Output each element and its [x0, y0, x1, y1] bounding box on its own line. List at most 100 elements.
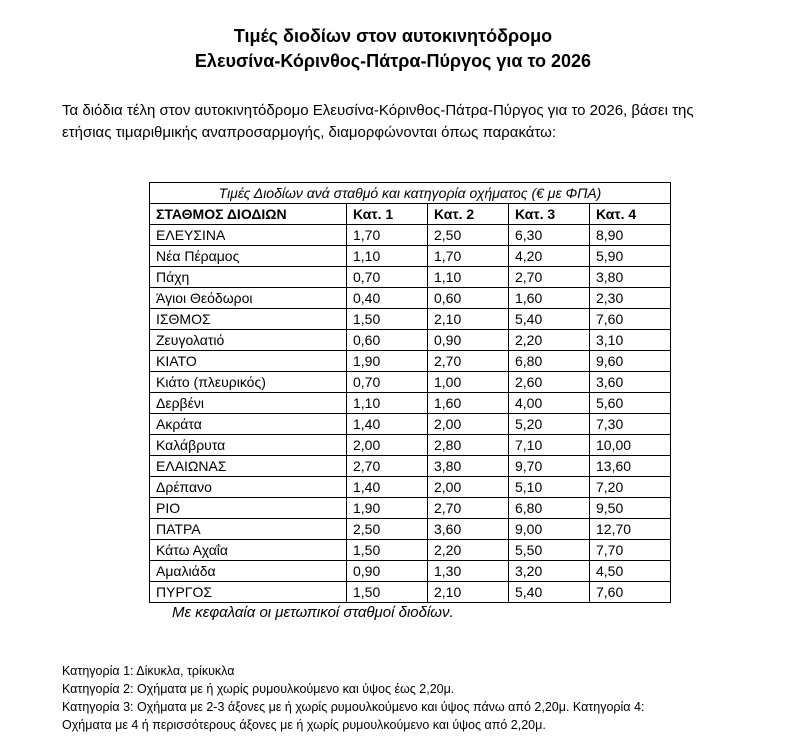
price-cell: 5,90: [589, 245, 671, 267]
footnote-line: Οχήματα με 4 ή περισσότερους άξονες με ή…: [62, 718, 546, 732]
price-cell: 0,60: [346, 329, 428, 351]
price-cell: 1,50: [346, 308, 428, 330]
header-cat4: Κατ. 4: [589, 203, 671, 225]
price-cell: 5,20: [508, 413, 590, 435]
price-cell: 2,20: [427, 539, 509, 561]
price-cell: 4,20: [508, 245, 590, 267]
footnote-line: Κατηγορία 2: Οχήματα με ή χωρίς ρυμουλκο…: [62, 682, 455, 696]
price-cell: 0,70: [346, 266, 428, 288]
station-name-cell: ΠΥΡΓΟΣ: [149, 581, 347, 603]
table-row: Κάτω Αχαΐα 1,50 2,20 5,50 7,70: [149, 539, 671, 561]
header-cat2: Κατ. 2: [427, 203, 509, 225]
intro-line-2: ετήσιας τιμαριθμικής αναπροσαρμογής, δια…: [62, 124, 557, 141]
price-cell: 10,00: [589, 434, 671, 456]
table-row: Πάχη 0,70 1,10 2,70 3,80: [149, 266, 671, 288]
station-name-cell: Κιάτο (πλευρικός): [149, 371, 347, 393]
station-name-cell: Αμαλιάδα: [149, 560, 347, 582]
price-cell: 2,80: [427, 434, 509, 456]
price-cell: 1,10: [346, 392, 428, 414]
price-cell: 7,60: [589, 581, 671, 603]
price-cell: 4,00: [508, 392, 590, 414]
toll-prices-table: Τιμές Διοδίων ανά σταθμό και κατηγορία ο…: [149, 182, 671, 603]
price-cell: 2,70: [346, 455, 428, 477]
price-cell: 2,70: [427, 350, 509, 372]
price-cell: 9,50: [589, 497, 671, 519]
price-cell: 2,50: [346, 518, 428, 540]
station-name-cell: ΠΑΤΡΑ: [149, 518, 347, 540]
table-row: ΠΥΡΓΟΣ 1,50 2,10 5,40 7,60: [149, 581, 671, 603]
table-caption: Τιμές Διοδίων ανά σταθμό και κατηγορία ο…: [149, 182, 671, 204]
price-cell: 2,20: [508, 329, 590, 351]
price-cell: 2,10: [427, 581, 509, 603]
station-name-cell: Κάτω Αχαΐα: [149, 539, 347, 561]
table-row: ΕΛΕΥΣΙΝΑ 1,70 2,50 6,30 8,90: [149, 224, 671, 246]
price-cell: 12,70: [589, 518, 671, 540]
price-cell: 3,80: [589, 266, 671, 288]
price-cell: 2,70: [508, 266, 590, 288]
table-row: Δρέπανο 1,40 2,00 5,10 7,20: [149, 476, 671, 498]
price-cell: 2,30: [589, 287, 671, 309]
station-name-cell: Πάχη: [149, 266, 347, 288]
table-row: Νέα Πέραμος 1,10 1,70 4,20 5,90: [149, 245, 671, 267]
price-cell: 3,20: [508, 560, 590, 582]
price-cell: 0,90: [427, 329, 509, 351]
price-cell: 7,70: [589, 539, 671, 561]
footnote-line: Κατηγορία 3: Οχήματα με 2-3 άξονες με ή …: [62, 700, 645, 714]
table-row: Ζευγολατιό 0,60 0,90 2,20 3,10: [149, 329, 671, 351]
price-cell: 9,70: [508, 455, 590, 477]
price-cell: 2,00: [346, 434, 428, 456]
price-cell: 2,50: [427, 224, 509, 246]
station-name-cell: Καλάβρυτα: [149, 434, 347, 456]
price-cell: 1,70: [427, 245, 509, 267]
price-cell: 1,60: [427, 392, 509, 414]
price-cell: 7,20: [589, 476, 671, 498]
price-cell: 3,10: [589, 329, 671, 351]
station-name-cell: ΡΙΟ: [149, 497, 347, 519]
price-cell: 5,60: [589, 392, 671, 414]
title-line-2: Ελευσίνα-Κόρινθος-Πάτρα-Πύργος για το 20…: [194, 51, 592, 71]
station-name-cell: Δερβένι: [149, 392, 347, 414]
price-cell: 2,60: [508, 371, 590, 393]
price-cell: 6,80: [508, 350, 590, 372]
price-cell: 1,10: [346, 245, 428, 267]
price-cell: 13,60: [589, 455, 671, 477]
price-cell: 1,10: [427, 266, 509, 288]
category-footnotes: Κατηγορία 1: Δίκυκλα, τρίκυκλα Κατηγορία…: [62, 662, 644, 734]
price-cell: 9,00: [508, 518, 590, 540]
station-name-cell: Ακράτα: [149, 413, 347, 435]
price-cell: 1,60: [508, 287, 590, 309]
table-row: Άγιοι Θεόδωροι 0,40 0,60 1,60 2,30: [149, 287, 671, 309]
header-cat1: Κατ. 1: [346, 203, 428, 225]
price-cell: 1,40: [346, 476, 428, 498]
station-name-cell: ΕΛΕΥΣΙΝΑ: [149, 224, 347, 246]
table-row: Κιάτο (πλευρικός) 0,70 1,00 2,60 3,60: [149, 371, 671, 393]
table-row: ΙΣΘΜΟΣ 1,50 2,10 5,40 7,60: [149, 308, 671, 330]
table-row: Καλάβρυτα 2,00 2,80 7,10 10,00: [149, 434, 671, 456]
price-cell: 7,30: [589, 413, 671, 435]
table-row: Δερβένι 1,10 1,60 4,00 5,60: [149, 392, 671, 414]
price-cell: 1,00: [427, 371, 509, 393]
price-cell: 2,00: [427, 413, 509, 435]
price-cell: 1,30: [427, 560, 509, 582]
price-cell: 1,90: [346, 497, 428, 519]
price-cell: 7,60: [589, 308, 671, 330]
price-cell: 5,40: [508, 308, 590, 330]
price-cell: 1,50: [346, 581, 428, 603]
price-cell: 6,30: [508, 224, 590, 246]
table-row: ΡΙΟ 1,90 2,70 6,80 9,50: [149, 497, 671, 519]
price-cell: 0,40: [346, 287, 428, 309]
table-row: Ακράτα 1,40 2,00 5,20 7,30: [149, 413, 671, 435]
price-cell: 2,10: [427, 308, 509, 330]
price-cell: 9,60: [589, 350, 671, 372]
table-row: ΕΛΑΙΩΝΑΣ 2,70 3,80 9,70 13,60: [149, 455, 671, 477]
station-name-cell: Ζευγολατιό: [149, 329, 347, 351]
price-cell: 3,60: [427, 518, 509, 540]
title-line-1: Τιμές διοδίων στον αυτοκινητόδρομο: [233, 26, 553, 46]
footnote-line: Κατηγορία 1: Δίκυκλα, τρίκυκλα: [62, 664, 235, 678]
price-cell: 6,80: [508, 497, 590, 519]
station-name-cell: ΙΣΘΜΟΣ: [149, 308, 347, 330]
intro-line-1: Τα διόδια τέλη στον αυτοκινητόδρομο Ελευ…: [62, 102, 694, 119]
header-station: ΣΤΑΘΜΟΣ ΔΙΟΔΙΩΝ: [149, 203, 347, 225]
price-cell: 0,60: [427, 287, 509, 309]
